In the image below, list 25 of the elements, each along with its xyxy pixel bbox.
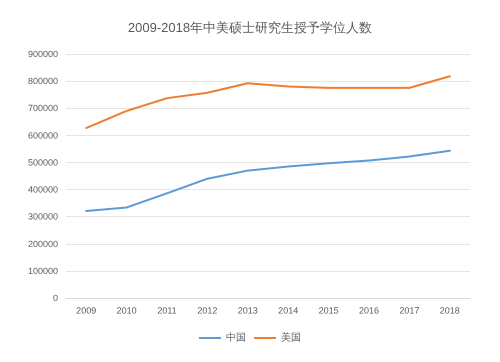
x-tick-label: 2010 xyxy=(116,306,137,316)
legend-label: 中国 xyxy=(226,332,246,344)
y-tick-label: 100000 xyxy=(28,266,58,276)
x-tick-label: 2009 xyxy=(76,306,96,316)
x-tick-label: 2015 xyxy=(318,306,339,316)
x-tick-label: 2013 xyxy=(238,306,258,316)
x-tick-label: 2016 xyxy=(358,306,380,316)
x-tick-label: 2017 xyxy=(399,306,420,316)
y-tick-label: 300000 xyxy=(28,212,58,222)
y-tick-label: 900000 xyxy=(28,49,58,59)
x-tick-label: 2014 xyxy=(278,306,298,316)
y-tick-label: 0 xyxy=(52,293,58,303)
y-tick-label: 500000 xyxy=(28,157,58,168)
line-series xyxy=(85,75,451,130)
y-tick-label: 200000 xyxy=(28,238,58,249)
legend-label: 美国 xyxy=(281,332,301,344)
chart-title: 2009-2018年中美硕士研究生授予学位人数 xyxy=(128,20,372,35)
y-tick-label: 700000 xyxy=(28,103,58,114)
y-tick-label: 400000 xyxy=(28,184,58,195)
line-series xyxy=(85,150,451,212)
x-tick-label: 2018 xyxy=(440,306,460,316)
x-tick-label: 2011 xyxy=(157,306,177,316)
y-tick-label: 600000 xyxy=(28,130,58,140)
y-tick-label: 800000 xyxy=(28,76,58,86)
x-tick-label: 2012 xyxy=(197,306,218,316)
